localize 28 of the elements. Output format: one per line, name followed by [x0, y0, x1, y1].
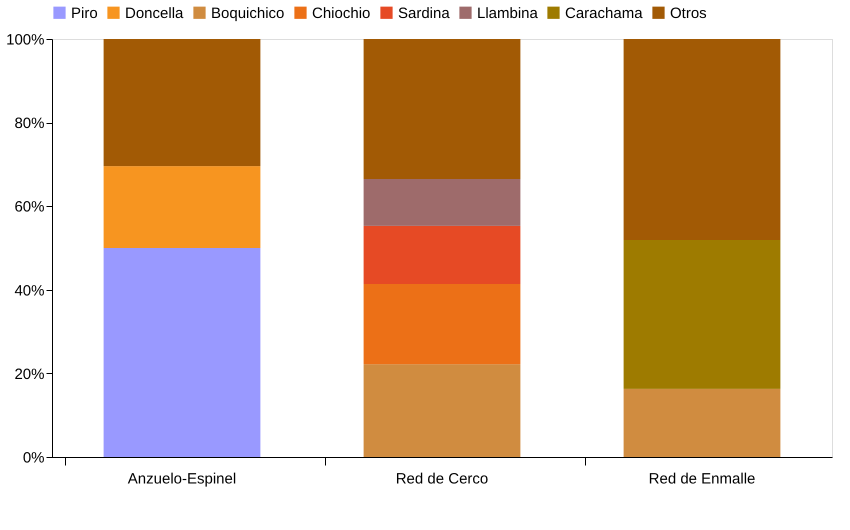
bar	[364, 364, 520, 457]
bar	[624, 388, 780, 457]
legend-label: Llambina	[477, 4, 539, 22]
bar	[624, 39, 780, 240]
bar	[364, 284, 520, 364]
bar	[104, 166, 260, 248]
y-tick-label: 100%	[6, 32, 44, 48]
legend-label: Carachama	[565, 4, 644, 22]
bar	[364, 226, 520, 284]
legend-label: Sardina	[398, 4, 450, 22]
x-tick-label: Red de Enmalle	[648, 470, 756, 488]
y-tick-label: 80%	[14, 115, 44, 132]
bar	[364, 179, 520, 226]
bar	[104, 248, 260, 457]
bar	[364, 39, 520, 180]
y-tick-label: 40%	[14, 282, 44, 300]
legend-label: Piro	[71, 4, 98, 22]
legend-label: Doncella	[125, 4, 184, 22]
bar	[624, 240, 780, 389]
x-tick-label: Anzuelo-Espinel	[128, 470, 236, 488]
bar	[104, 39, 260, 166]
legend-label: Otros	[670, 4, 707, 22]
y-tick-label: 0%	[22, 450, 44, 466]
legend-label: Boquichico	[211, 4, 284, 22]
y-tick-label: 60%	[14, 198, 44, 216]
legend-label: Chiochio	[312, 4, 370, 22]
y-tick-label: 20%	[14, 366, 44, 383]
x-tick-label: Red de Cerco	[396, 470, 488, 488]
